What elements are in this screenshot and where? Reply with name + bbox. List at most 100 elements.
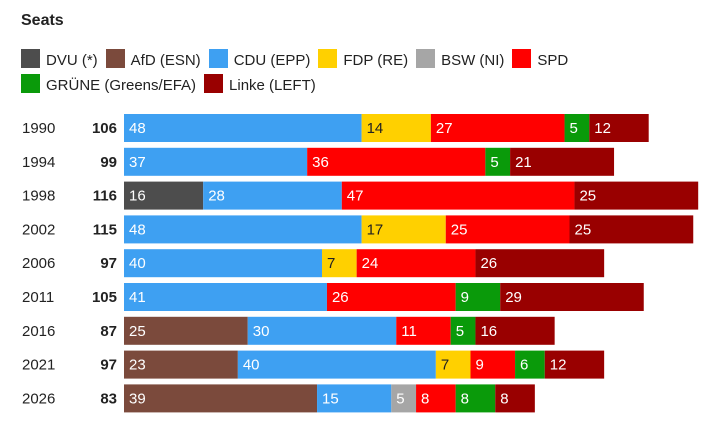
legend-label: BSW (NI) — [441, 52, 505, 69]
segment-value-label: 40 — [243, 357, 260, 374]
segment-value-label: 25 — [129, 323, 146, 340]
segment-value-label: 5 — [570, 120, 578, 137]
segment-value-label: 30 — [253, 323, 270, 340]
legend-swatch — [208, 49, 228, 68]
legend-swatch — [512, 49, 532, 68]
bar-segment — [544, 350, 605, 379]
bar-segment — [574, 181, 699, 210]
segment-value-label: 48 — [129, 221, 146, 238]
bar-segment — [124, 215, 362, 244]
bar-segment — [510, 147, 615, 176]
bar-segment — [515, 350, 545, 379]
legend-item: SPD — [512, 48, 568, 73]
segment-value-label: 47 — [347, 188, 364, 205]
bar-segment — [455, 283, 501, 311]
legend-swatch — [21, 49, 40, 68]
legend-item: DVU (*) — [21, 48, 98, 73]
legend-label: SPD — [537, 52, 569, 69]
bar-segment — [396, 316, 451, 345]
bar-segment — [247, 316, 397, 345]
segment-value-label: 28 — [208, 188, 225, 205]
legend-label: AfD (ESN) — [130, 52, 201, 69]
bar-segment — [470, 350, 516, 379]
bar-segment — [341, 181, 575, 210]
total-label: 97 — [100, 357, 117, 374]
year-label: 2016 — [22, 323, 55, 340]
segment-value-label: 15 — [322, 390, 339, 407]
legend-item: BSW (NI) — [416, 48, 504, 73]
legend-label: FDP (RE) — [343, 52, 409, 69]
total-label: 87 — [100, 323, 117, 340]
segment-value-label: 8 — [461, 390, 469, 407]
bar-segment — [124, 384, 318, 413]
legend-item: FDP (RE) — [318, 48, 408, 73]
bar-segment — [124, 114, 362, 142]
segment-value-label: 7 — [441, 357, 449, 374]
bar-segment — [485, 147, 511, 176]
bar-segment — [322, 249, 357, 278]
bar-segment — [430, 114, 565, 142]
bar-segment — [124, 181, 204, 210]
bar-segment — [361, 114, 431, 142]
segment-value-label: 25 — [579, 188, 596, 205]
segment-value-label: 5 — [456, 323, 464, 340]
segment-value-label: 12 — [594, 120, 611, 137]
bar-segment — [124, 147, 308, 176]
total-label: 97 — [100, 255, 117, 272]
bar-segment — [500, 283, 644, 311]
total-label: 105 — [92, 289, 117, 306]
legend-swatch — [204, 74, 224, 93]
segment-value-label: 16 — [480, 323, 497, 340]
segment-value-label: 24 — [362, 255, 379, 272]
segment-value-label: 41 — [129, 289, 146, 306]
bar-segment — [475, 249, 605, 278]
segment-value-label: 6 — [520, 357, 528, 374]
bar-segment — [356, 249, 476, 278]
segment-value-label: 37 — [129, 154, 146, 171]
bar-segment — [589, 114, 649, 142]
bar-segment — [237, 350, 436, 379]
segment-value-label: 12 — [550, 357, 567, 374]
bar-segment — [361, 215, 446, 244]
year-label: 1994 — [22, 154, 55, 171]
segment-value-label: 11 — [401, 323, 417, 340]
chart-title: Seats — [21, 12, 64, 29]
segment-value-label: 5 — [490, 154, 498, 171]
legend-swatch — [21, 74, 40, 93]
segment-value-label: 8 — [421, 390, 429, 407]
bar-segment — [455, 384, 496, 413]
legend-item: Linke (LEFT) — [204, 73, 316, 98]
segment-value-label: 7 — [327, 255, 335, 272]
segment-value-label: 25 — [575, 221, 592, 238]
year-label: 2021 — [22, 357, 55, 374]
segment-value-label: 26 — [480, 255, 497, 272]
year-label: 2011 — [22, 289, 54, 306]
segment-value-label: 29 — [505, 289, 522, 306]
segment-value-label: 48 — [129, 120, 146, 137]
year-label: 1990 — [22, 120, 55, 137]
legend-label: GRÜNE (Greens/EFA) — [46, 77, 197, 94]
year-label: 1998 — [22, 188, 55, 205]
bar-segment — [435, 350, 471, 379]
segment-value-label: 14 — [367, 120, 384, 137]
segment-value-label: 9 — [461, 289, 469, 306]
segment-value-label: 16 — [129, 188, 146, 205]
year-label: 2006 — [22, 255, 55, 272]
bar-segment — [569, 215, 694, 244]
segment-value-label: 8 — [500, 390, 508, 407]
segment-value-label: 36 — [312, 154, 329, 171]
legend-swatch — [318, 49, 338, 68]
bar-segment — [307, 147, 486, 176]
legend-label: CDU (EPP) — [233, 52, 311, 69]
legend-item: CDU (EPP) — [208, 48, 311, 73]
legend-item: AfD (ESN) — [105, 48, 201, 73]
bar-segment — [495, 384, 535, 413]
bar-segment — [203, 181, 342, 210]
segment-value-label: 23 — [129, 357, 146, 374]
bar-segment — [445, 215, 570, 244]
bar-segment — [124, 350, 238, 379]
legend-item: GRÜNE (Greens/EFA) — [21, 73, 196, 98]
bar-segment — [564, 114, 590, 142]
bar-segment — [475, 316, 555, 345]
legend: DVU (*) AfD (ESN) CDU (EPP) FDP (RE) BSW (NI… — [21, 48, 661, 98]
